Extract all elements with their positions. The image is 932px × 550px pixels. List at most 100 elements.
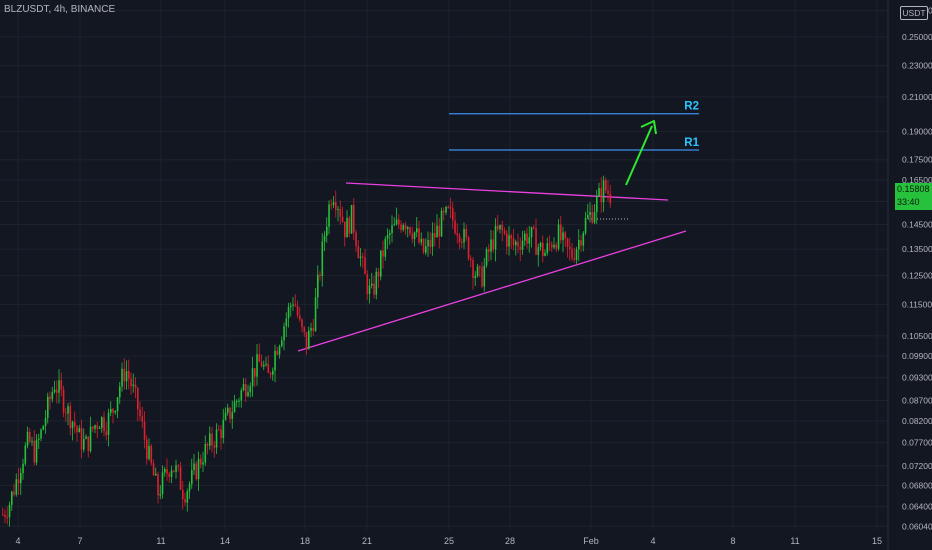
x-tick-label: 18 <box>300 536 310 546</box>
candle-body <box>202 462 204 465</box>
candle-body <box>42 425 45 430</box>
candle-body <box>301 319 303 328</box>
candle-body <box>294 304 297 306</box>
y-tick-label: 0.07200 <box>902 461 932 471</box>
level-label-r1: R1 <box>684 137 699 149</box>
candle-body <box>40 429 42 439</box>
candle-body <box>544 252 546 256</box>
candle-body <box>515 241 517 246</box>
candle-body <box>197 458 200 480</box>
candle-body <box>553 244 555 248</box>
candle-body <box>231 412 234 419</box>
x-tick-label: 8 <box>730 536 735 546</box>
candle-body <box>386 234 389 239</box>
candle-body <box>573 258 576 260</box>
candle-body <box>148 445 150 459</box>
candle-body <box>314 297 317 331</box>
candle-body <box>524 233 526 241</box>
candle-body <box>260 361 263 367</box>
candle-body <box>551 244 553 248</box>
candle-body <box>494 225 497 250</box>
candle-body <box>236 400 238 402</box>
candle-body <box>508 235 510 247</box>
currency-button[interactable]: USDT <box>900 6 928 20</box>
candle-body <box>60 380 63 390</box>
candle-body <box>98 427 101 429</box>
candle-body <box>29 431 31 442</box>
candle-body <box>159 493 162 496</box>
candle-body <box>308 330 310 350</box>
candle-body <box>436 225 438 238</box>
candle-body <box>242 384 245 391</box>
candle-body <box>546 243 549 253</box>
candle-body <box>121 368 123 387</box>
candle-body <box>461 241 463 243</box>
candle-body <box>472 259 474 278</box>
candle-body <box>114 410 117 413</box>
candle-body <box>537 247 540 255</box>
candle-body <box>143 421 146 440</box>
candle-body <box>150 445 153 464</box>
candle-body <box>591 212 594 223</box>
y-tick-label: 0.08200 <box>902 416 932 426</box>
candle-body <box>51 392 54 400</box>
candle-body <box>119 386 121 398</box>
candle-body <box>56 389 58 393</box>
candle-body <box>101 417 103 428</box>
candle-body <box>438 225 441 237</box>
y-tick-label: 0.11500 <box>902 299 932 309</box>
symbol-label: BLZUSDT, 4h, BINANCE <box>4 4 116 15</box>
candle-body <box>384 238 387 257</box>
x-tick-label: 14 <box>220 536 230 546</box>
candle-body <box>227 407 229 413</box>
candle-body <box>303 327 306 333</box>
candle-body <box>177 465 180 467</box>
candle-body <box>238 400 240 402</box>
y-tick-label: 0.21000 <box>902 92 932 102</box>
y-tick-label: 0.16500 <box>902 175 932 185</box>
x-tick-label: 4 <box>15 536 20 546</box>
x-tick-label: 25 <box>444 536 454 546</box>
candle-body <box>434 233 436 238</box>
candle-body <box>393 224 396 226</box>
candle-body <box>184 499 186 503</box>
candles <box>2 175 612 527</box>
candle-body <box>94 425 96 429</box>
candle-body <box>116 397 119 411</box>
candle-body <box>161 472 164 494</box>
candle-body <box>62 389 65 413</box>
candle-body <box>179 466 182 490</box>
candle-body <box>380 250 382 277</box>
candle-body <box>602 180 605 203</box>
candle-body <box>391 225 393 234</box>
candle-body <box>128 371 130 379</box>
candle-body <box>53 389 56 393</box>
candle-body <box>240 390 243 401</box>
candle-body <box>407 227 409 230</box>
candle-body <box>78 428 81 433</box>
candle-body <box>258 354 261 362</box>
candle-body <box>290 305 292 307</box>
candle-body <box>312 328 315 331</box>
candle-body <box>292 304 294 306</box>
candle-body <box>182 489 184 500</box>
candle-body <box>389 233 391 235</box>
candle-body <box>533 227 535 229</box>
candle-body <box>362 256 364 258</box>
candle-body <box>373 283 375 295</box>
candle-body <box>375 271 378 295</box>
y-tick-label: 0.08700 <box>902 396 932 406</box>
candle-body <box>485 249 488 266</box>
candle-body <box>605 180 607 191</box>
breakout-arrow-head <box>640 120 657 135</box>
candle-body <box>409 227 411 234</box>
candle-body <box>71 421 74 429</box>
candle-body <box>364 257 366 275</box>
candle-body <box>564 232 567 239</box>
candle-body <box>420 238 423 243</box>
candle-body <box>323 235 326 242</box>
candle-body <box>350 205 353 234</box>
candle-body <box>49 396 51 400</box>
candle-body <box>353 205 355 233</box>
